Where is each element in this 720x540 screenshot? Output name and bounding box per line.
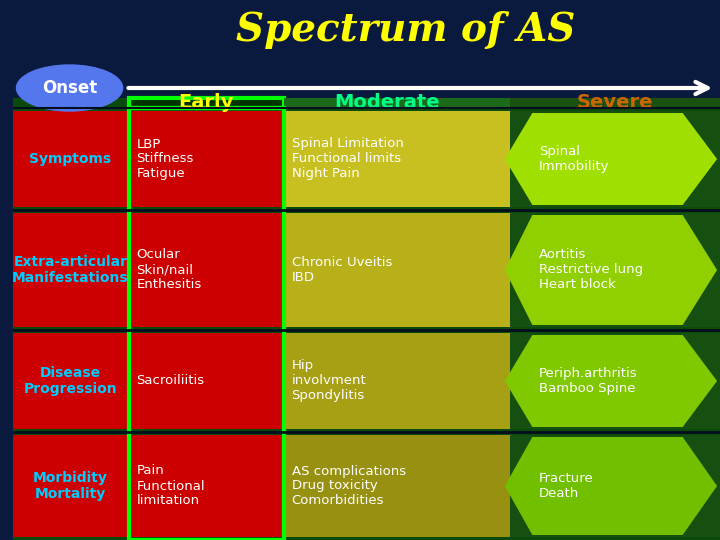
Bar xyxy=(12,98,720,540)
Bar xyxy=(129,108,284,540)
Text: Symptoms: Symptoms xyxy=(30,152,112,166)
Text: Moderate: Moderate xyxy=(334,93,440,112)
Bar xyxy=(510,435,720,537)
Polygon shape xyxy=(284,111,510,207)
Text: Onset: Onset xyxy=(42,79,97,97)
Text: AS complications
Drug toxicity
Comorbidities: AS complications Drug toxicity Comorbidi… xyxy=(292,464,406,508)
Polygon shape xyxy=(284,333,510,429)
Text: Extra-articular
Manifestations: Extra-articular Manifestations xyxy=(12,255,129,285)
Polygon shape xyxy=(505,113,717,205)
Text: Early: Early xyxy=(179,93,234,112)
Polygon shape xyxy=(505,437,717,535)
Text: Spinal
Immobility: Spinal Immobility xyxy=(539,145,610,173)
Text: LBP
Stiffness
Fatigue: LBP Stiffness Fatigue xyxy=(136,138,194,180)
Text: Periph.arthritis
Bamboo Spine: Periph.arthritis Bamboo Spine xyxy=(539,367,638,395)
Polygon shape xyxy=(284,435,510,537)
Bar xyxy=(510,98,720,108)
Text: Chronic Uveitis
IBD: Chronic Uveitis IBD xyxy=(292,256,392,284)
Text: Fracture
Death: Fracture Death xyxy=(539,472,594,500)
Text: Sacroiliitis: Sacroiliitis xyxy=(136,375,204,388)
Polygon shape xyxy=(505,335,717,427)
Text: Disease
Progression: Disease Progression xyxy=(24,366,117,396)
Text: Spinal Limitation
Functional limits
Night Pain: Spinal Limitation Functional limits Nigh… xyxy=(292,138,403,180)
Bar xyxy=(129,98,284,108)
Bar xyxy=(510,333,720,429)
Bar xyxy=(12,435,284,537)
Text: Severe: Severe xyxy=(577,93,653,112)
Bar xyxy=(510,213,720,327)
Polygon shape xyxy=(284,213,510,327)
Ellipse shape xyxy=(17,65,122,111)
Text: Pain
Functional
limitation: Pain Functional limitation xyxy=(136,464,205,508)
Text: Spectrum of AS: Spectrum of AS xyxy=(236,11,575,49)
Bar xyxy=(284,98,510,108)
Bar xyxy=(12,333,284,429)
Text: Aortitis
Restrictive lung
Heart block: Aortitis Restrictive lung Heart block xyxy=(539,248,644,292)
Bar xyxy=(12,213,284,327)
Polygon shape xyxy=(505,215,717,325)
Bar xyxy=(12,111,284,207)
Text: Hip
involvment
Spondylitis: Hip involvment Spondylitis xyxy=(292,360,366,402)
Text: Morbidity
Mortality: Morbidity Mortality xyxy=(33,471,108,501)
Text: Ocular
Skin/nail
Enthesitis: Ocular Skin/nail Enthesitis xyxy=(136,248,202,292)
Bar xyxy=(510,111,720,207)
